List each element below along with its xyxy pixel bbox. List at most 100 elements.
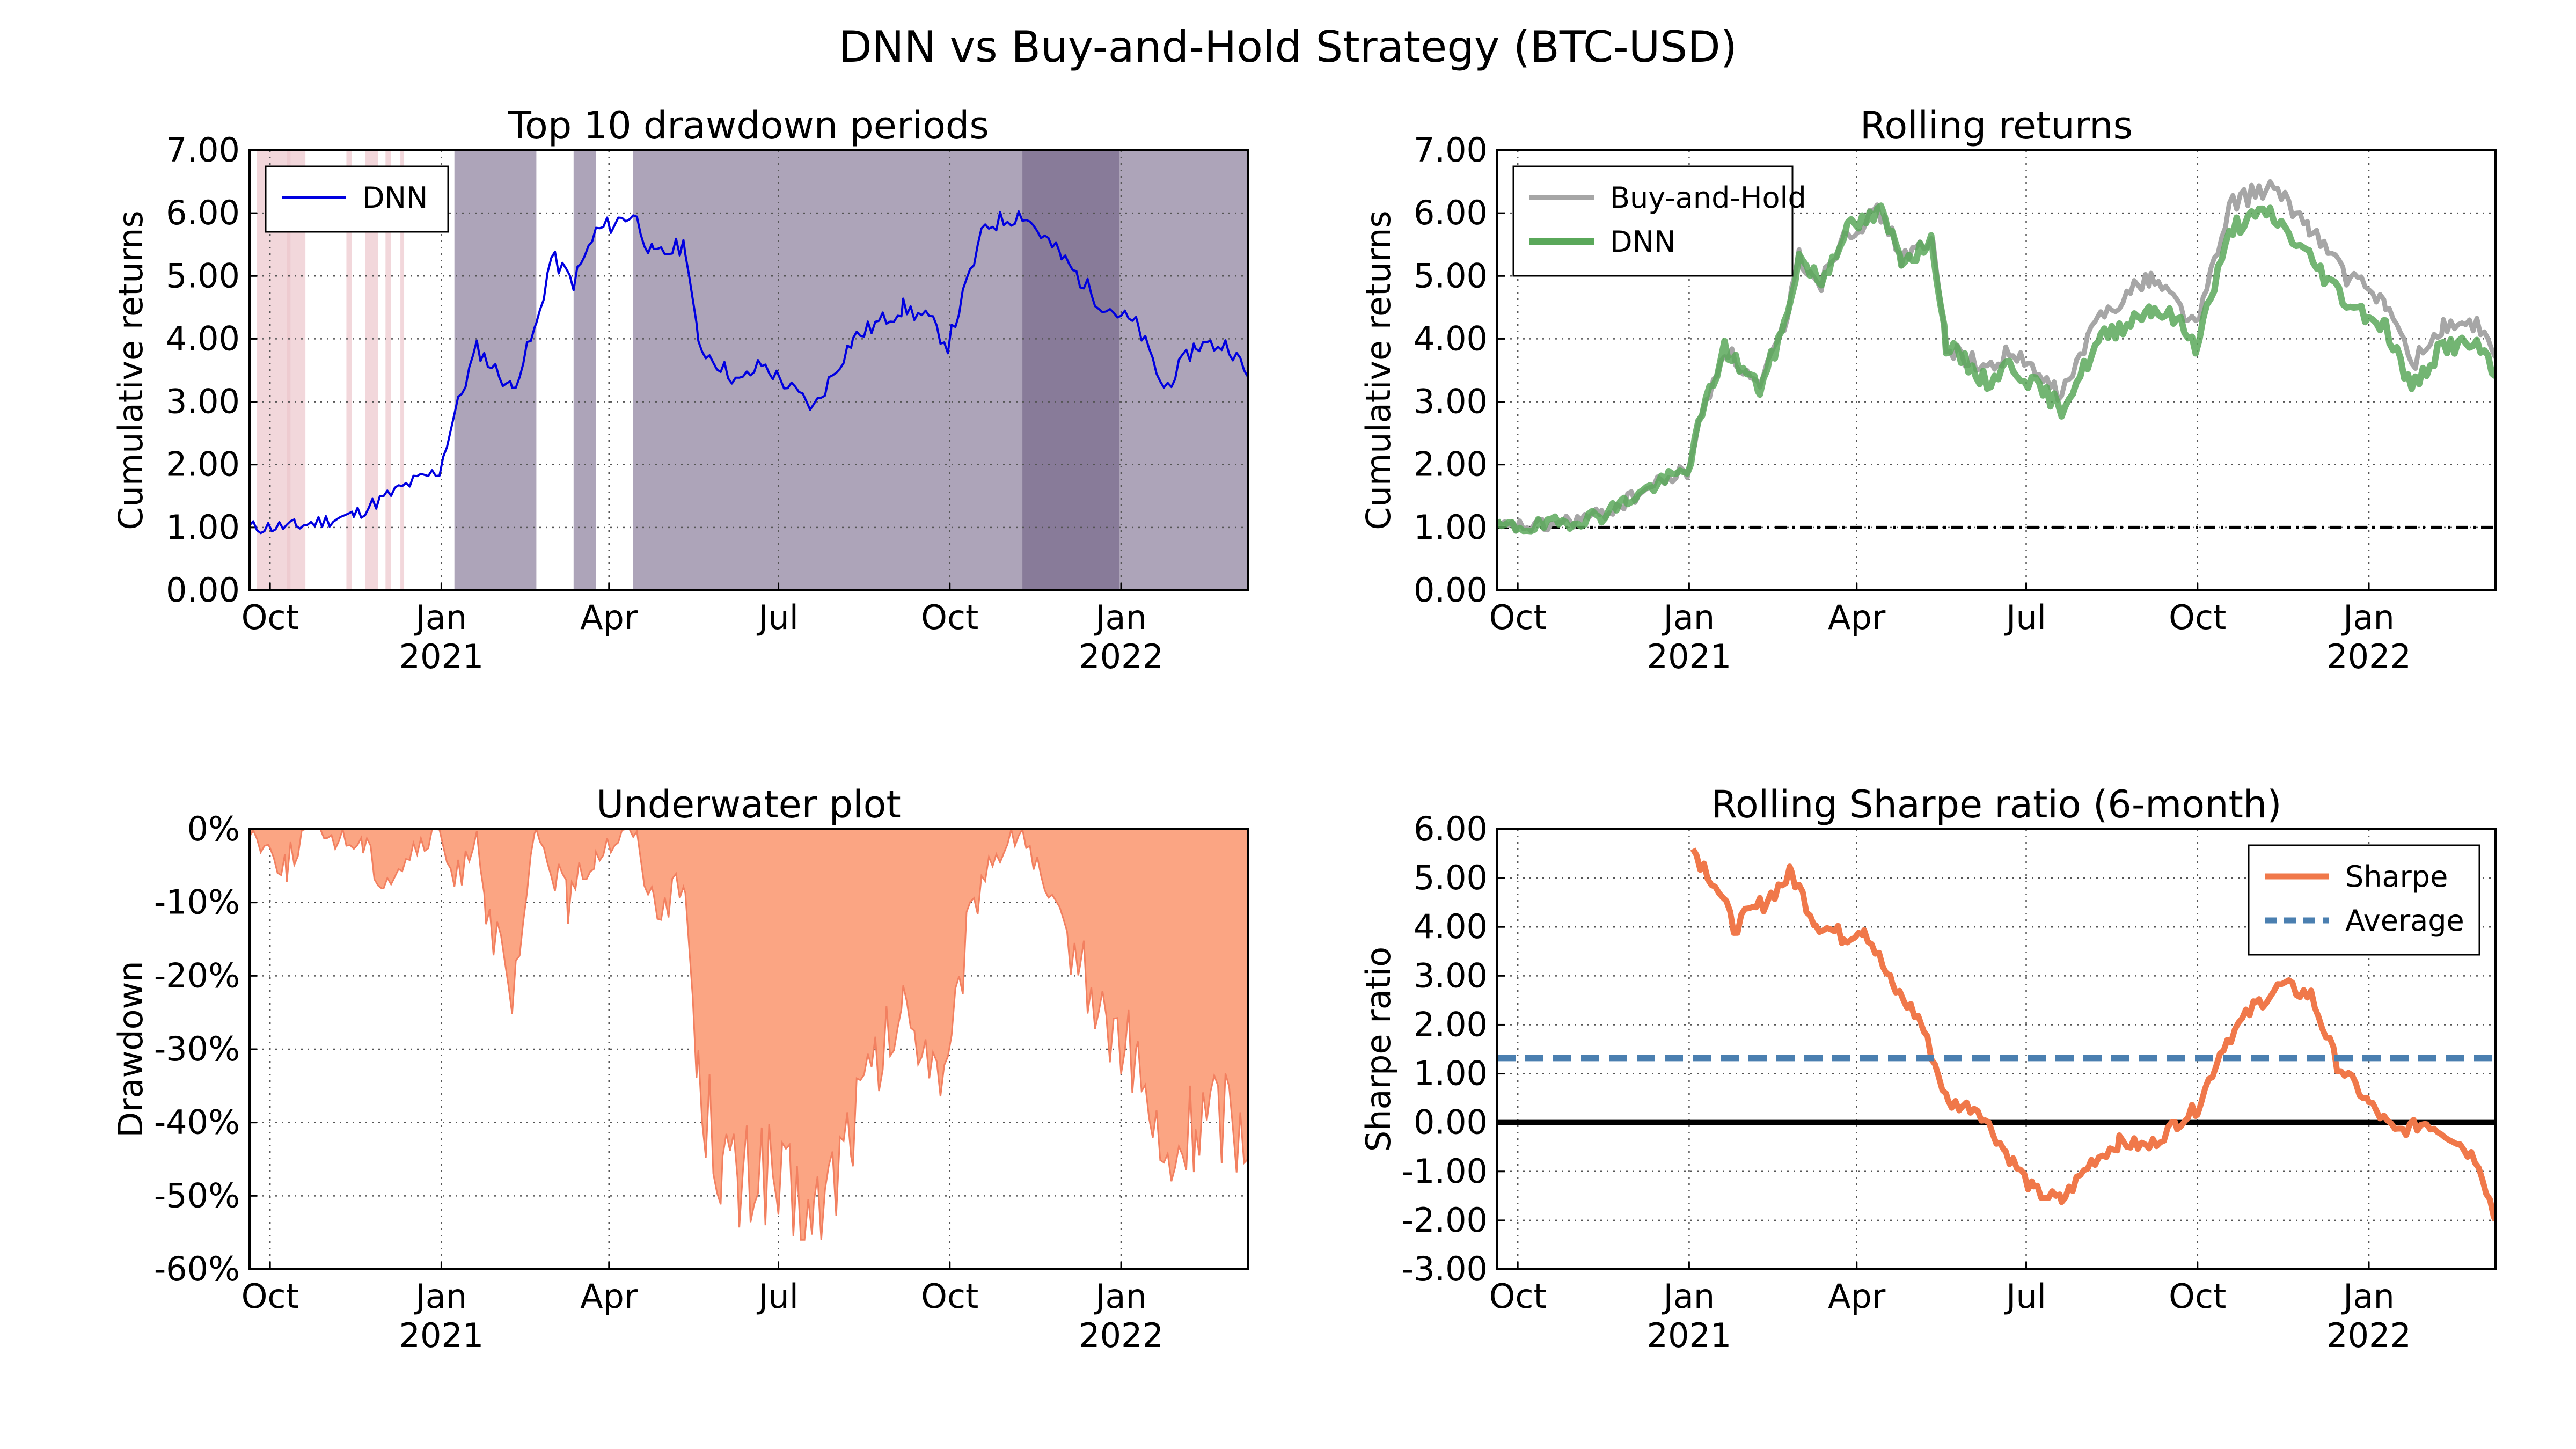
drawdown-period-shade [385, 150, 391, 590]
legend-box [265, 165, 449, 233]
x-tick-label: Oct [921, 1277, 978, 1316]
y-tick-label: 5.00 [1414, 858, 1488, 897]
y-tick-label: -30% [154, 1029, 240, 1069]
drawdown-period-shade [1022, 150, 1248, 590]
y-tick-label: 6.00 [1414, 809, 1488, 848]
y-axis-label: Sharpe ratio [1359, 947, 1398, 1152]
y-tick-label: 6.00 [166, 193, 240, 232]
y-tick-label: 7.00 [1414, 130, 1488, 170]
x-tick-label: Oct [2169, 1277, 2226, 1316]
x-tick-label: Jul [756, 1277, 799, 1316]
y-tick-label: 2.00 [1414, 445, 1488, 484]
panel-title: Underwater plot [596, 782, 901, 826]
legend-label: Buy-and-Hold [1610, 181, 1806, 215]
x-tick-label: Jan [2341, 598, 2395, 637]
x-tick-label: Jan [2341, 1277, 2395, 1316]
x-year-label: 2021 [399, 637, 484, 676]
x-tick-label: Oct [241, 1277, 299, 1316]
figure-title: DNN vs Buy-and-Hold Strategy (BTC-USD) [839, 22, 1737, 72]
y-tick-label: 5.00 [166, 256, 240, 295]
y-tick-label: 6.00 [1414, 193, 1488, 232]
y-tick-label: -60% [154, 1249, 240, 1289]
x-year-label: 2022 [1079, 1316, 1163, 1355]
x-tick-label: Jan [1093, 598, 1147, 637]
sharpe-line [1690, 847, 2496, 1222]
x-tick-label: Jan [1093, 1277, 1147, 1316]
y-tick-label: 4.00 [1414, 907, 1488, 946]
y-tick-label: 7.00 [166, 130, 240, 170]
underwater-area [250, 829, 1248, 1241]
drawdown-period-shade [346, 150, 352, 590]
y-tick-label: 3.00 [1414, 956, 1488, 995]
panel-title: Rolling returns [1860, 104, 2133, 148]
y-axis-label: Drawdown [111, 961, 150, 1137]
x-year-label: 2021 [1647, 637, 1732, 676]
legend-label: DNN [362, 181, 428, 215]
x-year-label: 2022 [2326, 1316, 2411, 1355]
y-tick-label: 0.00 [1414, 1103, 1488, 1142]
y-tick-label: 2.00 [166, 445, 240, 484]
legend-label: Sharpe [2345, 860, 2448, 894]
drawdown-period-shade [573, 150, 596, 590]
x-tick-label: Oct [2169, 598, 2226, 637]
legend-box [1512, 165, 1794, 277]
plot-frame [248, 149, 1249, 591]
x-tick-label: Apr [580, 598, 638, 637]
panel-underwater: -60% -50% -40% -30% -20% -10% 0% Oct Jan Apr Jul Oc… [111, 782, 1249, 1355]
plot-frame [248, 828, 1249, 1270]
panel-title: Rolling Sharpe ratio (6-month) [1711, 782, 2281, 826]
y-tick-label: -2.00 [1402, 1201, 1488, 1240]
panel-title: Top 10 drawdown periods [508, 104, 989, 148]
x-tick-label: Jan [414, 1277, 467, 1316]
x-tick-label: Apr [1828, 598, 1886, 637]
drawdown-period-shade [454, 150, 537, 590]
dnn-line [1497, 202, 2496, 535]
x-tick-label: Jul [756, 598, 799, 637]
x-tick-label: Oct [1489, 1277, 1547, 1316]
y-tick-label: 4.00 [166, 319, 240, 358]
x-tick-label: Apr [580, 1277, 638, 1316]
y-tick-label: 0.00 [166, 570, 240, 610]
panels: 0.00 1.00 2.00 3.00 4.00 5.00 6.00 7.00 Oct Jan Ap… [111, 104, 2497, 1355]
drawdown-period-shade [400, 150, 405, 590]
dnn-line [250, 210, 1248, 535]
x-tick-label: Apr [1828, 1277, 1886, 1316]
legend-box [2248, 844, 2480, 956]
x-tick-label: Oct [241, 598, 299, 637]
y-tick-label: 1.00 [1414, 508, 1488, 547]
x-tick-label: Jan [1662, 598, 1715, 637]
x-tick-label: Oct [1489, 598, 1547, 637]
y-tick-label: 5.00 [1414, 256, 1488, 295]
x-tick-label: Oct [921, 598, 978, 637]
y-tick-label: -50% [154, 1176, 240, 1215]
x-tick-label: Jul [2004, 598, 2046, 637]
y-tick-label: -10% [154, 883, 240, 922]
y-tick-label: 0% [187, 809, 240, 848]
plot-frame [1496, 149, 2497, 591]
x-year-label: 2021 [399, 1316, 484, 1355]
y-axis-label: Cumulative returns [111, 210, 150, 530]
legend-label: Average [2345, 904, 2464, 938]
x-tick-label: Jan [1662, 1277, 1715, 1316]
plot-frame [1496, 828, 2497, 1270]
y-tick-label: -1.00 [1402, 1152, 1488, 1191]
legend-label: DNN [1610, 225, 1675, 259]
panel-rolling_sharpe: -3.00 -2.00 -1.00 0.00 1.00 2.00 3.00 4.00 5.00 6… [1359, 782, 2497, 1355]
x-tick-label: Jan [414, 598, 467, 637]
y-tick-label: 3.00 [1414, 382, 1488, 421]
y-tick-label: 0.00 [1414, 570, 1488, 610]
x-tick-label: Jul [2004, 1277, 2046, 1316]
y-axis-label: Cumulative returns [1359, 210, 1398, 530]
x-year-label: 2021 [1647, 1316, 1732, 1355]
y-tick-label: 1.00 [1414, 1054, 1488, 1093]
y-tick-label: 2.00 [1414, 1005, 1488, 1044]
panel-rolling_returns: 0.00 1.00 2.00 3.00 4.00 5.00 6.00 7.00 Oct Jan Ap… [1359, 104, 2497, 676]
x-year-label: 2022 [1079, 637, 1163, 676]
x-year-label: 2022 [2326, 637, 2411, 676]
y-tick-label: 4.00 [1414, 319, 1488, 358]
y-tick-label: -3.00 [1402, 1249, 1488, 1289]
y-tick-label: 3.00 [166, 382, 240, 421]
y-tick-label: -40% [154, 1103, 240, 1142]
y-tick-label: 1.00 [166, 508, 240, 547]
